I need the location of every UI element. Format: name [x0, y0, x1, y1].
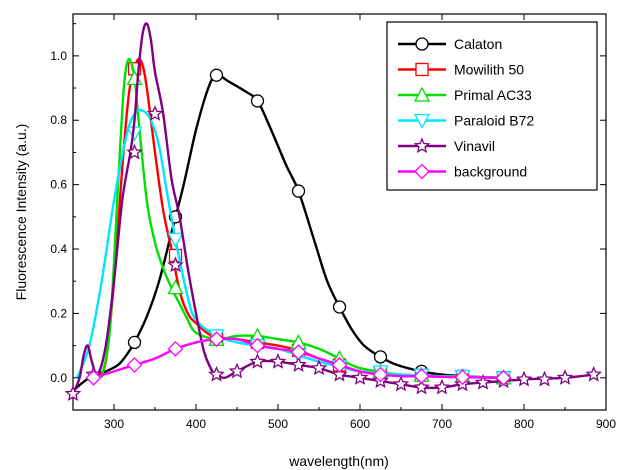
legend-entry: Mowilith 50 [398, 62, 524, 78]
legend-entry: background [398, 164, 527, 180]
data-point [208, 331, 225, 348]
data-point [291, 184, 306, 198]
series-vinavil [64, 22, 602, 401]
y-tick-label: 0.6 [50, 178, 67, 192]
legend-marker [413, 113, 431, 129]
legend-entry: Primal AC33 [398, 86, 532, 103]
legend-label: Calaton [454, 36, 502, 52]
data-point [332, 300, 347, 314]
data-point [331, 357, 348, 373]
axis-layer: 300 400 500 600 700 800 900 0.0 0.2 0.4 0.6 0.8 1.0 [50, 14, 616, 431]
legend-marker [415, 62, 429, 77]
x-tick-label: 600 [350, 417, 370, 431]
legend-label: Primal AC33 [454, 87, 532, 103]
data-point [474, 373, 492, 390]
data-point [167, 256, 184, 273]
data-point [167, 279, 184, 295]
legend-label: Mowilith 50 [454, 62, 524, 78]
y-axis-title: Fluorescence Intensity (a.u.) [13, 124, 29, 301]
data-point [208, 365, 225, 382]
legend-marker [413, 137, 431, 154]
data-point [515, 370, 533, 387]
x-tick-label: 400 [186, 417, 206, 431]
data-point [351, 369, 369, 385]
data-point [556, 369, 574, 385]
series-background [85, 331, 512, 386]
data-point [373, 350, 388, 364]
data-point [64, 385, 82, 401]
x-axis-title: wavelength(nm) [288, 453, 389, 469]
data-point [331, 365, 348, 382]
data-point [433, 378, 451, 395]
data-point [310, 359, 328, 376]
data-point [249, 353, 266, 369]
legend-marker [413, 86, 431, 102]
data-point [167, 340, 184, 357]
data-point [126, 143, 143, 160]
data-point [127, 335, 142, 350]
y-tick-label: 0.2 [50, 306, 67, 320]
data-point [372, 366, 389, 383]
x-tick-label: 500 [268, 417, 288, 431]
data-point [209, 68, 224, 82]
data-point [585, 365, 602, 382]
data-point [392, 375, 410, 392]
series-layer [64, 22, 602, 401]
data-point [167, 232, 184, 248]
data-point [536, 370, 553, 387]
data-point [228, 362, 246, 379]
legend-entry: Paraloid B72 [398, 113, 534, 129]
y-tick-label: 1.0 [50, 49, 67, 63]
legend-label: background [454, 164, 527, 180]
data-point [413, 378, 430, 395]
legend: Calaton Mowilith 50 Primal AC33 Paraloid B7… [386, 21, 598, 191]
legend-marker [414, 163, 430, 180]
legend-marker [415, 37, 429, 51]
legend-entry: Calaton [398, 36, 502, 52]
data-point [454, 369, 471, 386]
legend-label: Paraloid B72 [454, 113, 534, 129]
data-point [269, 353, 287, 369]
data-point [126, 357, 143, 373]
data-point [85, 369, 102, 386]
legend-entry: Vinavil [398, 137, 495, 154]
x-tick-label: 700 [432, 417, 452, 431]
data-point [413, 368, 430, 385]
data-point [146, 105, 164, 121]
x-tick-label: 900 [596, 417, 616, 431]
data-point [290, 344, 307, 360]
data-point [495, 369, 512, 386]
y-tick-label: 0.4 [50, 242, 67, 256]
y-tick-label: 0.0 [50, 371, 67, 385]
data-point [249, 337, 266, 354]
data-point [290, 356, 307, 372]
y-tick-label: 0.8 [50, 113, 67, 127]
legend-label: Vinavil [454, 138, 495, 154]
x-tick-label: 800 [514, 417, 534, 431]
data-point [250, 94, 265, 108]
x-tick-label: 300 [104, 417, 124, 431]
